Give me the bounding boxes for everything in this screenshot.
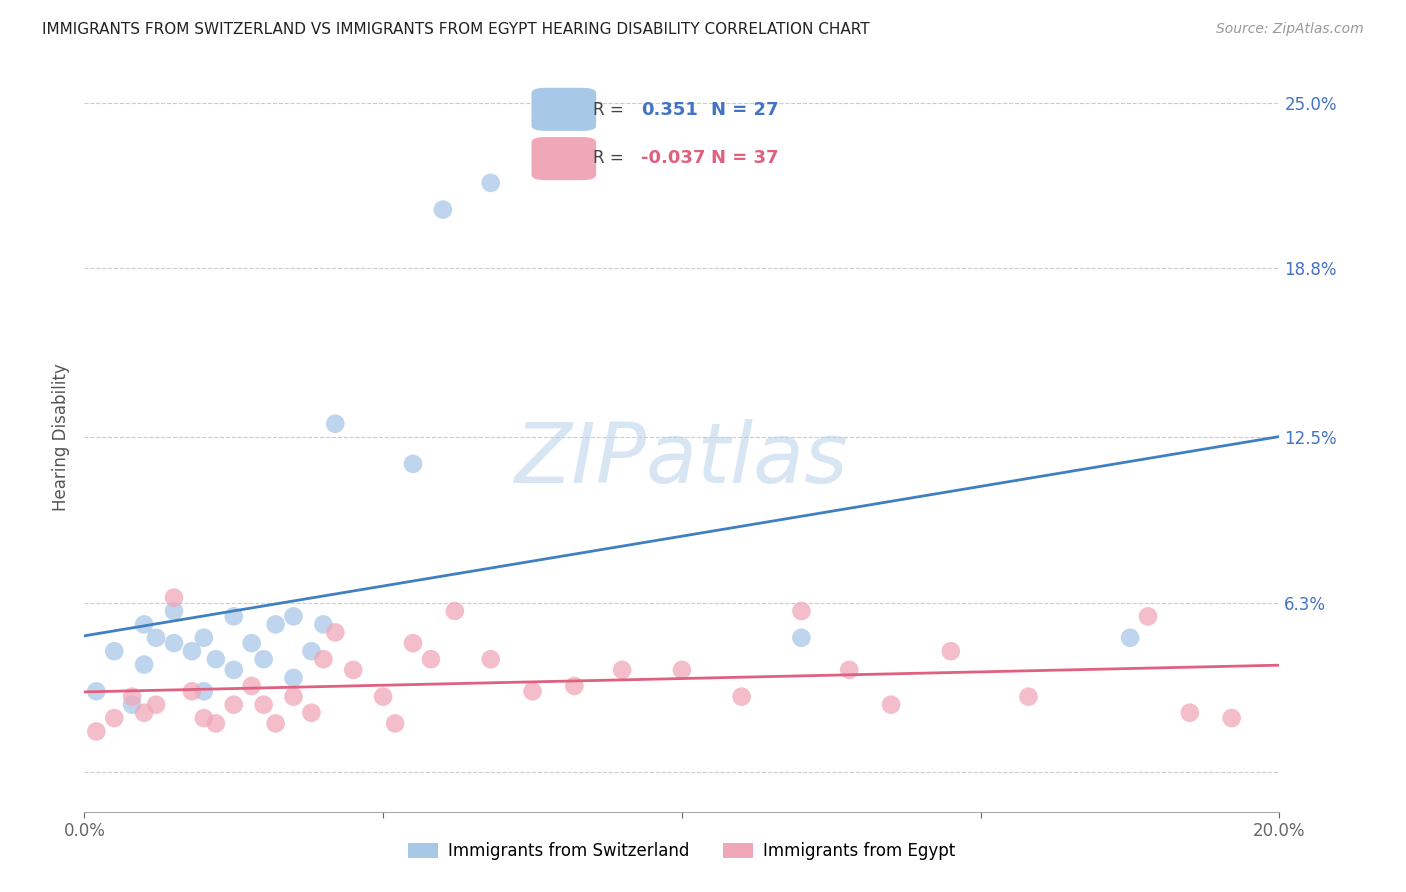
Point [163,591,186,605]
Point [1137,609,1160,624]
Point [86,684,108,698]
Text: N = 37: N = 37 [711,149,779,167]
Point [283,609,305,624]
Point [222,698,245,712]
Point [121,690,143,704]
Point [325,417,347,431]
Point [373,690,395,704]
Point [283,690,305,704]
FancyBboxPatch shape [531,137,596,180]
Text: N = 27: N = 27 [711,101,779,119]
Point [402,636,425,650]
Point [790,631,813,645]
Point [283,671,305,685]
Point [240,636,263,650]
Point [264,617,287,632]
Point [222,663,245,677]
Point [479,652,502,666]
Point [1178,706,1201,720]
Point [838,663,860,677]
Point [479,176,502,190]
Point [193,631,215,645]
Point [402,457,425,471]
Point [240,679,263,693]
Point [205,716,228,731]
Text: 0.351: 0.351 [641,101,697,119]
Text: Source: ZipAtlas.com: Source: ZipAtlas.com [1216,22,1364,37]
Text: IMMIGRANTS FROM SWITZERLAND VS IMMIGRANTS FROM EGYPT HEARING DISABILITY CORRELAT: IMMIGRANTS FROM SWITZERLAND VS IMMIGRANT… [42,22,870,37]
Point [1018,690,1040,704]
Point [301,706,323,720]
Point [312,652,335,666]
Point [145,631,167,645]
Point [444,604,467,618]
Point [205,652,228,666]
Point [145,698,167,712]
Point [132,617,156,632]
Point [731,690,754,704]
Text: ZIPatlas: ZIPatlas [515,419,849,500]
FancyBboxPatch shape [531,87,596,131]
Point [384,716,406,731]
Point [312,617,335,632]
Text: R =: R = [593,101,624,119]
Point [420,652,443,666]
Point [325,625,347,640]
Point [222,609,245,624]
Point [181,684,204,698]
Point [103,711,125,725]
Point [1220,711,1243,725]
Text: R =: R = [593,149,624,167]
Point [181,644,204,658]
Point [522,684,544,698]
Legend: Immigrants from Switzerland, Immigrants from Egypt: Immigrants from Switzerland, Immigrants … [402,836,962,867]
Point [253,652,276,666]
Point [612,663,634,677]
Point [132,706,156,720]
Point [301,644,323,658]
Point [132,657,156,672]
Point [790,604,813,618]
Point [939,644,962,658]
Text: -0.037: -0.037 [641,149,706,167]
Point [880,698,903,712]
Point [432,202,454,217]
Point [671,663,693,677]
Point [86,724,108,739]
Point [264,716,287,731]
Point [103,644,125,658]
Point [1119,631,1142,645]
Point [564,679,586,693]
Point [342,663,364,677]
Point [253,698,276,712]
Point [163,604,186,618]
Point [121,698,143,712]
Point [193,711,215,725]
Point [163,636,186,650]
Point [193,684,215,698]
Y-axis label: Hearing Disability: Hearing Disability [52,363,70,511]
